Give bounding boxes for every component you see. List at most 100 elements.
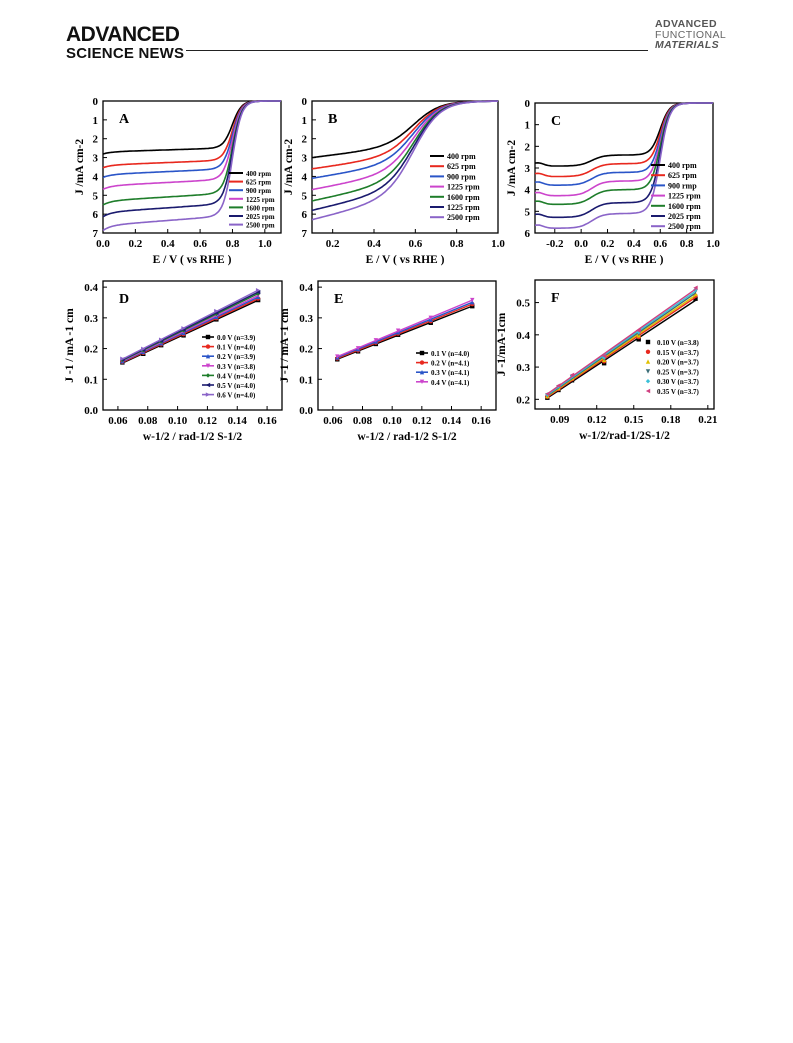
y-tick-label: 1 xyxy=(525,120,531,132)
chart-panel-e: 0.06 0.08 0.10 0.12 0.14 0.16 0.0 0.1 0.2 0.3 0.4 w… xyxy=(279,280,497,443)
logo-right-materials: MATERIALS xyxy=(655,39,720,52)
y-tick-label: 7 xyxy=(93,228,99,240)
x-tick-label: 0.15 xyxy=(624,414,644,426)
panel-label: A xyxy=(119,112,130,127)
chart-panel-a: 0.0 0.2 0.4 0.6 0.8 1.0 0 1 2 3 4 5 6 7 E / V ( vs RHE… xyxy=(74,96,282,266)
fit-line xyxy=(122,289,259,360)
y-tick-label: 0.4 xyxy=(516,330,530,342)
legend-marker xyxy=(645,379,651,384)
series-line xyxy=(102,100,281,232)
data-point xyxy=(556,383,561,388)
y-tick-label: 1 xyxy=(93,115,99,127)
data-point xyxy=(601,353,607,359)
legend-label: 2025 rpm xyxy=(246,213,275,221)
panel-label: C xyxy=(551,114,561,129)
legend-label: 2500 rpm xyxy=(246,222,275,230)
legend-marker xyxy=(205,373,211,378)
data-point xyxy=(355,346,361,351)
y-tick-label: 5 xyxy=(302,190,308,202)
data-point xyxy=(569,372,575,378)
x-tick-label: 0.12 xyxy=(587,414,607,426)
plot-frame xyxy=(102,280,283,411)
series-line xyxy=(102,100,281,155)
legend-label: 2500 rpm xyxy=(668,222,701,231)
x-axis-label: E / V ( vs RHE ) xyxy=(153,254,232,266)
x-axis-label: E / V ( vs RHE ) xyxy=(585,254,664,266)
series-line xyxy=(102,100,281,169)
x-tick-label: 0.8 xyxy=(450,238,464,250)
legend-marker xyxy=(205,382,211,388)
x-tick-label: 1.0 xyxy=(706,238,720,250)
logo-advanced-text: ADVANCED xyxy=(66,23,180,46)
legend-label: 0.30 V (n=3.7) xyxy=(657,378,700,386)
legend-label: 0.4 V (n=4.0) xyxy=(217,372,256,380)
legend-label: 400 rpm xyxy=(668,161,697,170)
y-tick-label: 0.5 xyxy=(516,298,530,310)
y-tick-label: 0.2 xyxy=(299,344,313,356)
x-tick-label: 0.6 xyxy=(408,238,422,250)
legend-label: 1600 rpm xyxy=(668,202,701,211)
y-tick-label: 5 xyxy=(93,190,99,202)
y-tick-label: 3 xyxy=(525,163,531,175)
y-axis-label: J -1/mA-1cm xyxy=(496,312,508,376)
y-tick-label: 3 xyxy=(93,153,99,165)
y-tick-label: 0.4 xyxy=(84,282,98,294)
x-tick-label: 0.10 xyxy=(383,415,403,427)
data-point xyxy=(255,289,261,295)
legend-marker xyxy=(645,388,651,394)
panel-label: F xyxy=(551,291,560,306)
y-tick-label: 7 xyxy=(302,228,308,240)
y-axis-label: J /mA cm-2 xyxy=(283,139,295,195)
legend-label: 0.1 V (n=4.0) xyxy=(431,350,470,358)
x-tick-label: 0.21 xyxy=(698,414,717,426)
fit-line xyxy=(337,299,473,358)
x-tick-label: 1.0 xyxy=(491,238,505,250)
data-point xyxy=(601,355,607,360)
x-tick-label: 0.16 xyxy=(472,415,492,427)
data-point xyxy=(395,328,401,333)
y-tick-label: 0.2 xyxy=(84,344,98,356)
y-tick-label: 0.2 xyxy=(516,394,530,406)
y-tick-label: 0.1 xyxy=(84,374,98,386)
legend-label: 0.4 V (n=4.1) xyxy=(431,379,470,387)
data-point xyxy=(255,288,261,293)
y-tick-label: 2 xyxy=(302,134,308,146)
x-tick-label: 0.08 xyxy=(353,415,373,427)
panel-label: E xyxy=(334,292,343,307)
legend-label: 0.2 V (n=3.9) xyxy=(217,353,256,361)
x-tick-label: 0.06 xyxy=(323,415,343,427)
legend-label: 0.1 V (n=4.0) xyxy=(217,344,256,352)
data-point xyxy=(141,346,146,352)
data-point xyxy=(470,297,475,303)
legend-label: 1225 rpm xyxy=(447,203,480,212)
y-axis-label: J /mA cm-2 xyxy=(506,140,518,196)
data-point xyxy=(120,356,125,361)
legend-label: 0.10 V (n=3.8) xyxy=(657,339,700,347)
logo-science-news-text: SCIENCE NEWS xyxy=(66,45,185,62)
y-tick-label: 0.0 xyxy=(299,405,313,417)
x-tick-label: 0.06 xyxy=(108,415,128,427)
x-tick-label: 0.2 xyxy=(601,238,615,250)
chart-panel-f: 0.09 0.12 0.15 0.18 0.21 0.2 0.3 0.4 0.5 w-1/2/ra… xyxy=(496,279,717,442)
x-tick-label: 0.16 xyxy=(257,415,277,427)
x-tick-label: 0.12 xyxy=(412,415,432,427)
x-tick-label: 0.0 xyxy=(574,238,588,250)
legend-label: 1600 rpm xyxy=(447,193,480,202)
y-tick-label: 5 xyxy=(525,206,531,218)
x-tick-label: 0.18 xyxy=(661,414,681,426)
data-point xyxy=(181,326,186,331)
logo-right-functional: FUNCTIONAL xyxy=(655,28,727,41)
x-tick-label: 0.6 xyxy=(653,238,667,250)
y-axis-label: J /mA cm-2 xyxy=(74,139,86,195)
y-tick-label: 0 xyxy=(93,96,99,108)
legend-label: 1225 rpm xyxy=(246,196,275,204)
legend-marker xyxy=(645,349,651,354)
data-point xyxy=(636,328,641,333)
x-tick-label: 0.2 xyxy=(326,238,340,250)
y-tick-label: 0.0 xyxy=(84,405,98,417)
legend-label: 1225 rpm xyxy=(668,192,701,201)
panel-label: B xyxy=(328,112,337,127)
y-tick-label: 0 xyxy=(302,96,308,108)
y-tick-label: 2 xyxy=(525,141,531,153)
data-point xyxy=(158,337,164,342)
